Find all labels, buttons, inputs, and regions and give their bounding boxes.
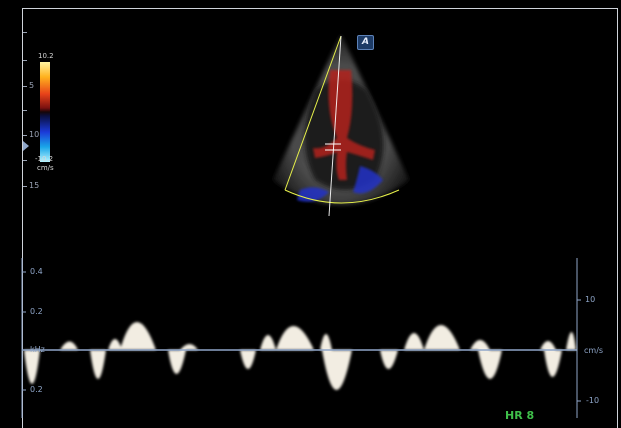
color-flow-blue xyxy=(297,187,329,202)
depth-tick xyxy=(23,160,27,161)
colorbar-min-label: -10.2 xyxy=(35,155,54,163)
doppler-right-label: 10 xyxy=(585,295,596,304)
sector-scan-image xyxy=(273,34,409,217)
depth-tick xyxy=(23,86,27,87)
colorbar-max-label: 10.2 xyxy=(38,52,54,60)
color-box-outline xyxy=(284,35,342,191)
doppler-left-label: 0.2 xyxy=(30,385,43,394)
depth-label: 15 xyxy=(29,181,40,190)
depth-tick xyxy=(23,110,27,111)
doppler-left-label: kHz xyxy=(30,345,45,354)
depth-tick xyxy=(23,60,27,61)
colorbar-unit-label: cm/s xyxy=(37,164,54,172)
depth-label: 5 xyxy=(29,81,35,90)
ultrasound-viewport: 5 10 15 10.2 -10.2 cm/s A xyxy=(21,8,618,428)
heart-rate-label: HR 8 xyxy=(505,409,535,422)
color-velocity-scale: 10.2 -10.2 cm/s xyxy=(35,52,60,178)
color-flow-red xyxy=(313,70,375,180)
axis-ticks xyxy=(22,271,581,402)
colorbar-gradient xyxy=(40,62,50,162)
depth-tick xyxy=(23,186,27,187)
doppler-cursor-line xyxy=(328,35,342,217)
doppler-right-label: cm/s xyxy=(584,346,604,355)
doppler-left-label: 0.2 xyxy=(30,307,43,316)
depth-tick xyxy=(23,32,27,33)
velocity-envelope xyxy=(24,322,576,390)
color-flow-blue xyxy=(353,166,383,194)
spectral-doppler-trace xyxy=(21,258,581,418)
image-frame xyxy=(22,8,618,428)
probe-orientation-icon[interactable]: A xyxy=(357,35,374,50)
doppler-left-label: 0.4 xyxy=(30,267,43,276)
depth-tick xyxy=(23,135,27,136)
focus-marker-icon[interactable] xyxy=(23,141,29,151)
depth-label: 10 xyxy=(29,130,40,139)
doppler-right-label: -10 xyxy=(586,396,600,405)
